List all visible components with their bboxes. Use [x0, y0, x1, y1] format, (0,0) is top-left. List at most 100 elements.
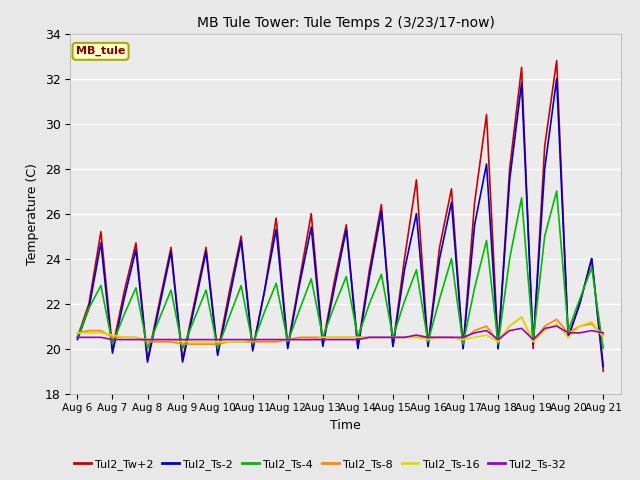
Tul2_Tw+2	[576, 300, 584, 306]
Tul2_Ts-4	[600, 346, 607, 351]
Tul2_Ts-16	[132, 335, 140, 340]
Tul2_Tw+2	[447, 186, 455, 192]
Line: Tul2_Ts-8: Tul2_Ts-8	[77, 317, 604, 344]
Tul2_Ts-32	[167, 337, 175, 343]
Tul2_Ts-2	[179, 359, 186, 365]
Tul2_Tw+2	[260, 289, 268, 295]
Tul2_Ts-8	[401, 335, 408, 340]
Tul2_Ts-8	[85, 328, 93, 334]
Tul2_Tw+2	[202, 244, 210, 250]
Tul2_Ts-32	[600, 330, 607, 336]
Tul2_Ts-8	[190, 341, 198, 347]
Tul2_Ts-32	[273, 337, 280, 343]
Tul2_Ts-4	[144, 346, 152, 351]
Tul2_Ts-16	[144, 337, 152, 343]
Line: Tul2_Ts-16: Tul2_Ts-16	[77, 317, 604, 342]
Tul2_Ts-4	[506, 256, 513, 262]
Tul2_Ts-4	[179, 346, 186, 351]
Tul2_Ts-4	[273, 280, 280, 286]
Tul2_Ts-4	[564, 328, 572, 334]
Tul2_Tw+2	[190, 300, 198, 306]
Tul2_Ts-2	[529, 341, 537, 347]
Tul2_Ts-8	[424, 335, 432, 340]
Tul2_Tw+2	[600, 368, 607, 374]
Tul2_Ts-8	[483, 323, 490, 329]
Tul2_Ts-32	[541, 325, 548, 331]
Tul2_Ts-2	[156, 305, 163, 311]
Tul2_Tw+2	[471, 200, 479, 205]
Tul2_Tw+2	[144, 357, 152, 363]
Tul2_Ts-4	[132, 285, 140, 291]
Tul2_Tw+2	[249, 346, 257, 351]
Tul2_Ts-8	[330, 335, 338, 340]
Tul2_Ts-16	[260, 337, 268, 343]
Tul2_Ts-32	[214, 337, 221, 343]
Tul2_Ts-16	[214, 339, 221, 345]
Line: Tul2_Tw+2: Tul2_Tw+2	[77, 60, 604, 371]
Tul2_Ts-8	[319, 335, 326, 340]
Tul2_Ts-4	[109, 341, 116, 347]
Tul2_Ts-8	[237, 339, 245, 345]
Tul2_Ts-2	[284, 346, 292, 351]
Tul2_Ts-32	[564, 330, 572, 336]
Tul2_Tw+2	[74, 335, 81, 340]
Tul2_Ts-2	[553, 76, 561, 82]
Tul2_Ts-2	[342, 227, 350, 232]
Tul2_Ts-2	[214, 352, 221, 358]
Tul2_Tw+2	[132, 240, 140, 246]
Tul2_Ts-4	[237, 283, 245, 288]
Tul2_Ts-16	[553, 321, 561, 327]
Tul2_Ts-2	[237, 238, 245, 243]
Tul2_Ts-8	[214, 341, 221, 347]
Tul2_Ts-32	[132, 337, 140, 343]
Tul2_Ts-2	[249, 348, 257, 354]
Tul2_Ts-8	[576, 323, 584, 329]
Tul2_Ts-16	[330, 335, 338, 340]
Tul2_Ts-2	[74, 337, 81, 343]
Tul2_Tw+2	[85, 300, 93, 306]
Y-axis label: Temperature (C): Temperature (C)	[26, 163, 39, 264]
Tul2_Ts-16	[541, 328, 548, 334]
Tul2_Ts-32	[284, 337, 292, 343]
Tul2_Ts-8	[600, 332, 607, 338]
Tul2_Ts-32	[553, 323, 561, 329]
Tul2_Ts-16	[307, 337, 315, 343]
Tul2_Ts-4	[529, 337, 537, 343]
Tul2_Ts-32	[576, 330, 584, 336]
Tul2_Tw+2	[237, 233, 245, 239]
Line: Tul2_Ts-4: Tul2_Ts-4	[77, 191, 604, 348]
Tul2_Tw+2	[541, 143, 548, 149]
Tul2_Ts-2	[365, 274, 373, 279]
Tul2_Ts-2	[120, 296, 128, 302]
Tul2_Ts-2	[319, 344, 326, 349]
Text: MB_tule: MB_tule	[76, 46, 125, 57]
Tul2_Ts-2	[144, 359, 152, 365]
Tul2_Ts-32	[97, 335, 105, 340]
Tul2_Ts-16	[190, 339, 198, 345]
Tul2_Ts-4	[319, 335, 326, 340]
Tul2_Ts-2	[167, 249, 175, 255]
Tul2_Ts-16	[167, 337, 175, 343]
Tul2_Ts-16	[564, 335, 572, 340]
Tul2_Ts-16	[506, 323, 513, 329]
Tul2_Ts-16	[342, 335, 350, 340]
Tul2_Ts-32	[413, 332, 420, 338]
Tul2_Ts-16	[389, 335, 397, 340]
Tul2_Ts-8	[447, 335, 455, 340]
Tul2_Tw+2	[225, 289, 233, 295]
Tul2_Ts-16	[401, 335, 408, 340]
Tul2_Ts-8	[564, 330, 572, 336]
Line: Tul2_Ts-2: Tul2_Ts-2	[77, 79, 604, 367]
Tul2_Ts-32	[460, 335, 467, 340]
Tul2_Tw+2	[342, 222, 350, 228]
Tul2_Ts-4	[413, 267, 420, 273]
Tul2_Ts-16	[319, 335, 326, 340]
Tul2_Ts-8	[378, 335, 385, 340]
Tul2_Ts-8	[296, 335, 303, 340]
Tul2_Ts-8	[354, 335, 362, 340]
Tul2_Ts-8	[541, 323, 548, 329]
Tul2_Ts-16	[109, 332, 116, 338]
Tul2_Tw+2	[588, 256, 596, 262]
Tul2_Ts-8	[260, 339, 268, 345]
Tul2_Ts-4	[202, 287, 210, 293]
